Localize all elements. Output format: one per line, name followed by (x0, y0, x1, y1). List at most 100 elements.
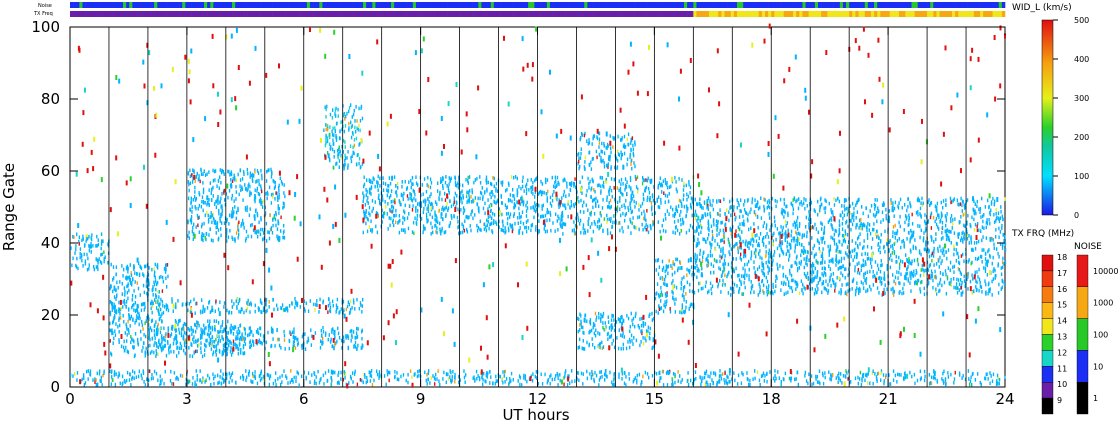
heatmap-cell (624, 187, 626, 192)
heatmap-cell (192, 328, 194, 333)
heatmap-cell (664, 181, 667, 185)
heatmap-cell (227, 235, 230, 239)
heatmap-cell (634, 314, 637, 319)
heatmap-cell (428, 200, 430, 204)
txfreq-strip-cell (939, 11, 943, 17)
heatmap-cell (609, 157, 611, 162)
heatmap-cell (657, 272, 660, 276)
heatmap-cell (447, 208, 449, 213)
heatmap-cell (642, 336, 644, 340)
heatmap-cell (118, 316, 120, 320)
heatmap-cell (91, 233, 93, 237)
heatmap-cell (586, 189, 588, 193)
heatmap-cell (569, 182, 572, 186)
heatmap-cell (408, 180, 410, 184)
heatmap-cell (429, 194, 431, 199)
heatmap-cell (296, 337, 298, 342)
txfreq-strip-cell (864, 11, 869, 17)
heatmap-cell (343, 163, 346, 167)
txfreq-strip-cell (434, 11, 439, 17)
heatmap-cell (982, 219, 984, 224)
heatmap-cell (551, 193, 554, 197)
noise-strip-cell (306, 2, 311, 8)
heatmap-cell (756, 274, 758, 279)
heatmap-cell (653, 316, 655, 321)
heatmap-cell (611, 225, 613, 229)
heatmap-cell (651, 311, 653, 316)
noise-strip-cell (581, 2, 585, 8)
heatmap-cell (156, 306, 158, 310)
heatmap-cell (320, 339, 322, 343)
heatmap-cell (759, 255, 761, 260)
heatmap-cell (656, 199, 658, 203)
heatmap-cell (874, 275, 876, 280)
noise-strip-cell (596, 2, 601, 8)
heatmap-cell (493, 184, 495, 189)
noise-strip-cell (970, 2, 975, 8)
heatmap-cell (377, 188, 379, 192)
heatmap-cell (591, 157, 594, 161)
heatmap-cell (785, 204, 787, 209)
heatmap-cell (821, 266, 823, 271)
heatmap-cell (201, 331, 203, 335)
noise-strip-cell (253, 2, 258, 8)
heatmap-cell (411, 182, 413, 186)
heatmap-cell (369, 187, 371, 192)
heatmap-cell (206, 332, 209, 337)
heatmap-cell (479, 175, 481, 179)
txfreq-strip-cell (425, 11, 429, 17)
heatmap-cell (465, 227, 468, 232)
heatmap-cell (667, 271, 669, 276)
heatmap-cell (267, 168, 269, 173)
heatmap-cell (353, 108, 355, 113)
heatmap-cell (412, 188, 414, 193)
heatmap-cell (960, 272, 963, 276)
heatmap-cell (456, 215, 459, 220)
heatmap-cell (130, 273, 133, 277)
heatmap-cell (411, 208, 414, 212)
heatmap-cell (613, 186, 615, 190)
heatmap-cell (220, 170, 223, 175)
txfreq-strip-cell (543, 11, 548, 17)
txfreq-strip-cell (481, 11, 485, 17)
noise-strip-cell (864, 2, 869, 8)
heatmap-cell (458, 182, 460, 187)
noise-strip-cell (88, 2, 93, 8)
heatmap-cell (549, 201, 552, 206)
heatmap-cell (944, 229, 946, 233)
heatmap-cell (909, 281, 911, 285)
txfreq-strip-cell (758, 11, 763, 17)
heatmap-cell (377, 181, 379, 185)
heatmap-cell (660, 201, 662, 205)
heatmap-cell (257, 191, 260, 196)
heatmap-cell (127, 269, 129, 274)
heatmap-cell (739, 245, 741, 250)
heatmap-cell (753, 290, 755, 294)
heatmap-cell (679, 310, 681, 314)
heatmap-cell (232, 207, 234, 211)
heatmap-cell (233, 342, 235, 347)
heatmap-cell (342, 299, 345, 304)
heatmap-cell (356, 334, 359, 339)
heatmap-cell (504, 203, 507, 207)
heatmap-cell (236, 330, 238, 334)
heatmap-cell (511, 225, 514, 230)
heatmap-cell (592, 198, 594, 202)
heatmap-cell (674, 270, 676, 275)
heatmap-cell (909, 274, 911, 278)
heatmap-cell (235, 216, 237, 221)
heatmap-cell (850, 219, 852, 223)
noise-strip-cell (793, 2, 797, 8)
heatmap-cell (78, 242, 80, 246)
heatmap-cell (259, 326, 262, 331)
txfreq-strip-cell (970, 11, 975, 17)
heatmap-cell (178, 350, 180, 355)
noise-strip-cell (618, 2, 622, 8)
heatmap-cell (95, 265, 98, 269)
heatmap-cell (461, 230, 464, 235)
heatmap-cell (205, 232, 207, 236)
heatmap-cell (447, 186, 450, 190)
heatmap-cell (625, 211, 628, 216)
heatmap-cell (263, 336, 265, 340)
heatmap-cell (494, 194, 496, 199)
